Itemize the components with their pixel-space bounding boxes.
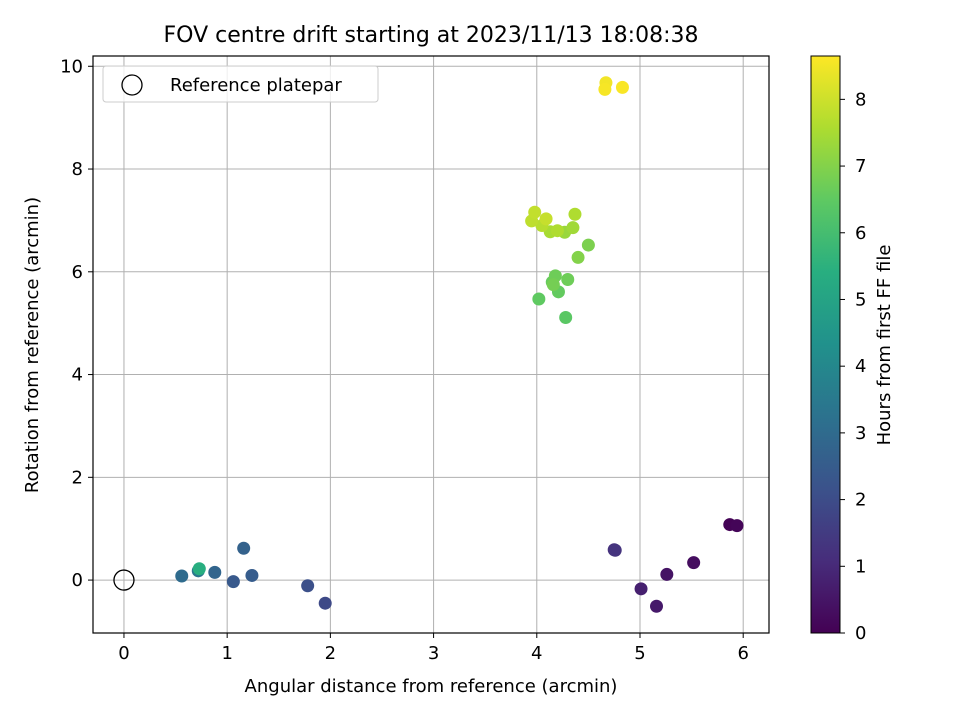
data-point [226,575,240,589]
data-point [528,205,542,219]
data-point [571,250,585,264]
data-point [581,238,595,252]
legend: Reference platepar [102,65,379,103]
data-point [660,567,674,581]
y-tick-label: 4 [72,365,83,386]
data-point [550,224,564,238]
data-point [192,562,206,576]
colorbar-label: Hours from first FF file [874,245,895,446]
colorbar-tick-label: 5 [855,289,866,310]
data-point [634,582,648,596]
y-tick-label: 10 [60,56,83,77]
y-tick-label: 2 [72,467,83,488]
colorbar-tick-label: 3 [855,423,866,444]
data-point [687,556,701,570]
legend-marker-reference [121,74,143,96]
colorbar-tick-label: 0 [855,623,866,644]
y-tick-label: 0 [72,570,83,591]
x-tick-label: 1 [221,643,232,664]
data-point [208,565,222,579]
x-tick-label: 3 [428,643,439,664]
x-axis-ticks: 0 1 2 3 4 5 6 [118,633,749,664]
x-tick-label: 5 [634,643,645,664]
data-point [539,212,553,226]
legend-entry-reference: Reference platepar [170,75,342,96]
data-point [566,221,580,235]
colorbar-tick-label: 1 [855,556,866,577]
grid-lines [93,56,769,633]
colorbar-gradient [810,55,841,634]
data-point [615,80,629,94]
colorbar-tick-label: 7 [855,156,866,177]
x-axis-label: Angular distance from reference (arcmin) [245,676,618,697]
legend-box [102,65,379,103]
x-tick-label: 6 [737,643,748,664]
data-point [245,568,259,582]
data-point [532,292,546,306]
chart-title: FOV centre drift starting at 2023/11/13 … [164,23,699,48]
colorbar-tick-label: 8 [855,89,866,110]
x-tick-label: 0 [118,643,129,664]
plot-area-frame [92,55,770,634]
data-point [650,599,664,613]
data-point [318,596,332,610]
reference-platepar-marker [113,569,135,591]
colorbar-tick-label: 6 [855,223,866,244]
y-axis-label: Rotation from reference (arcmin) [22,197,43,493]
y-axis-ticks: 0 2 4 6 8 10 [60,56,93,591]
data-point [559,311,573,325]
data-point [598,82,612,96]
x-tick-label: 2 [325,643,336,664]
colorbar-ticks: 0 1 2 3 4 5 6 7 8 [840,89,866,644]
x-tick-label: 4 [531,643,542,664]
data-point [561,273,575,287]
y-tick-label: 6 [72,262,83,283]
y-tick-label: 8 [72,159,83,180]
data-point [568,207,582,221]
data-point [237,541,251,555]
data-point [175,569,189,583]
data-point [301,579,315,593]
data-point [608,543,622,557]
data-point [730,519,744,533]
colorbar-tick-label: 4 [855,356,866,377]
colorbar: 0 1 2 3 4 5 6 7 8 Hours from first FF file [810,55,895,644]
data-point [546,278,560,292]
colorbar-tick-label: 2 [855,490,866,511]
scatter-points [113,76,744,613]
